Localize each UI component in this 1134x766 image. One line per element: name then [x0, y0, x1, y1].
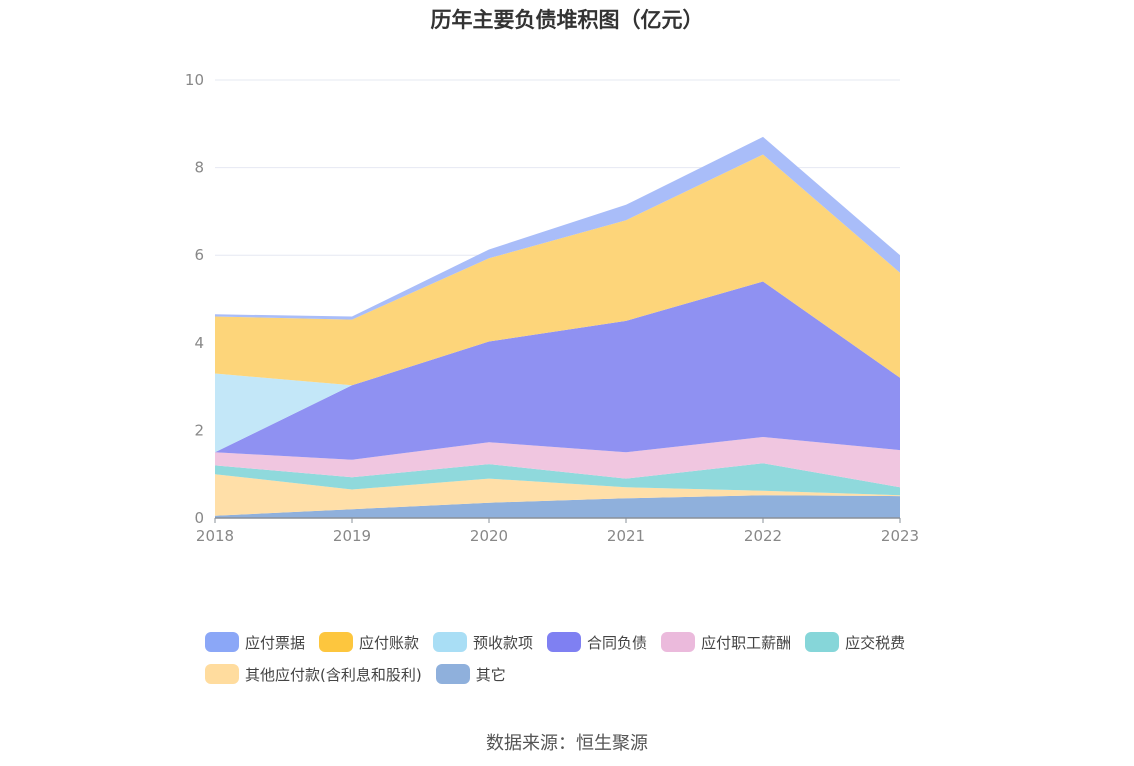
area-series-1 — [215, 495, 900, 518]
legend-label: 应付职工薪酬 — [701, 633, 792, 652]
legend-item[interactable]: 其它 — [435, 663, 506, 685]
legend-item[interactable]: 应付账款 — [319, 631, 419, 653]
x-tick-label: 2023 — [881, 527, 919, 545]
chart-title: 历年主要负债堆积图（亿元） — [430, 8, 704, 32]
y-tick-label: 8 — [194, 159, 204, 177]
y-tick-label: 2 — [194, 421, 204, 439]
legend-label: 应付票据 — [245, 633, 306, 652]
legend-swatch — [319, 632, 354, 652]
legend-label: 其他应付款(含利息和股利) — [245, 665, 422, 684]
area-series-7 — [215, 154, 900, 386]
area-series-5 — [215, 281, 900, 460]
legend-swatch — [435, 664, 470, 684]
area-series — [215, 136, 900, 518]
y-tick-label: 0 — [194, 509, 204, 527]
axes: 0 2 4 6 8 10 2018 2019 2020 2021 2022 2023 — [185, 71, 919, 545]
area-series-3 — [215, 463, 900, 496]
legend-item[interactable]: 预收款项 — [433, 631, 533, 653]
legend-item[interactable]: 应付职工薪酬 — [661, 631, 791, 653]
area-series-4 — [215, 437, 900, 488]
chart-legend: 应付票据 应付账款 预收款项 合同负债 应付职工薪酬 应交税费其他应付款(含利息和股利) 其… — [205, 631, 965, 685]
legend-item[interactable]: 应交税费 — [805, 631, 905, 653]
legend-label: 合同负债 — [587, 633, 648, 652]
legend-swatch — [205, 664, 239, 684]
x-tick-label: 2021 — [607, 527, 645, 545]
area-series-8 — [215, 136, 900, 320]
x-tick-label: 2020 — [470, 527, 508, 545]
data-source: 数据来源：恒生聚源 — [486, 733, 648, 754]
legend-swatch — [661, 632, 696, 652]
x-tick-label: 2018 — [196, 527, 234, 545]
stacked-area-chart: 0 2 4 6 8 10 2018 2019 2020 2021 2022 2023 — [185, 71, 919, 545]
legend-swatch — [433, 632, 468, 652]
legend-label: 预收款项 — [473, 633, 534, 652]
legend-label: 其它 — [475, 665, 506, 684]
legend-swatch — [205, 632, 239, 652]
legend-label: 应交税费 — [845, 633, 906, 652]
area-series-2 — [215, 474, 900, 516]
y-tick-label: 10 — [185, 71, 204, 89]
x-tick-label: 2022 — [744, 527, 782, 545]
y-tick-label: 6 — [194, 246, 204, 264]
legend-item[interactable]: 应付票据 — [205, 631, 305, 653]
x-tick-label: 2019 — [333, 527, 371, 545]
legend-swatch — [805, 632, 840, 652]
legend-item[interactable]: 其他应付款(含利息和股利) — [205, 663, 422, 685]
legend-label: 应付账款 — [359, 633, 420, 652]
legend-item[interactable]: 合同负债 — [547, 631, 647, 653]
y-tick-label: 4 — [194, 334, 204, 352]
legend-swatch — [547, 632, 582, 652]
